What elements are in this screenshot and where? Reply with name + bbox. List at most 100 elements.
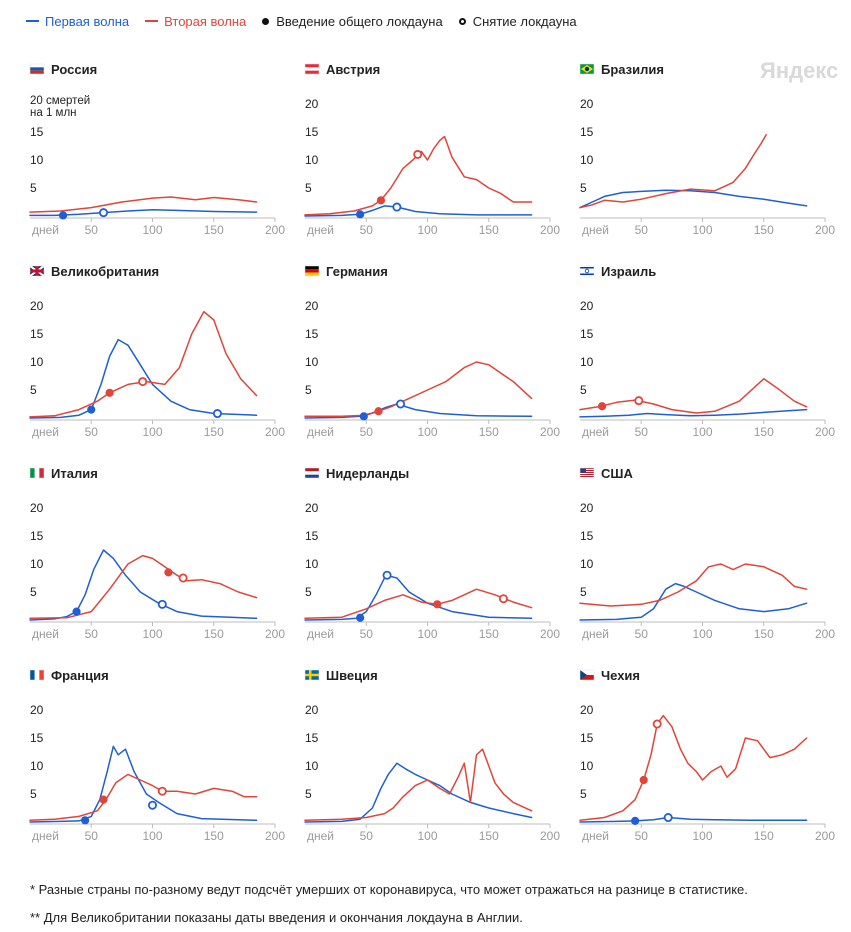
flag-stripe — [305, 468, 319, 472]
chart-panel-at: Австрия 5 10 15 20 дней 50 100 150 200 — [304, 62, 560, 237]
y-tick-label: 20 — [580, 703, 594, 717]
flag-stripe — [580, 273, 594, 275]
flag-stripe — [305, 269, 319, 273]
x-tick-label: 100 — [142, 223, 162, 237]
y-tick-label: 20 — [30, 501, 44, 515]
x-tick-label: дней — [307, 627, 334, 641]
x-tick-label: 100 — [417, 829, 437, 843]
x-tick-label: дней — [32, 223, 59, 237]
series-wave2-line — [579, 134, 767, 209]
x-tick-label: дней — [582, 627, 609, 641]
chart-title: Бразилия — [601, 62, 664, 77]
chart-panel-de: Германия 5 10 15 20 дней 50 100 150 200 — [304, 264, 560, 439]
lockdown-end-marker — [634, 396, 644, 406]
x-tick-label: 150 — [754, 829, 774, 843]
yandex-watermark-logo: Яндекс — [760, 58, 839, 83]
x-tick-label: 200 — [265, 627, 285, 641]
lockdown-end-marker — [382, 570, 392, 580]
flag-stripe — [305, 474, 319, 478]
legend-item-wave1[interactable]: Первая волна — [26, 14, 129, 29]
chart-panel-cz: Чехия 5 10 15 20 дней 50 100 150 200 — [579, 668, 835, 843]
lockdown-start-dot-icon — [262, 17, 270, 25]
lockdown-start-marker — [433, 600, 442, 609]
chart-panel-nl: Нидерланды 5 10 15 20 дней 50 100 150 200 — [304, 466, 560, 641]
y-tick-label: 10 — [30, 355, 44, 369]
series-wave1-line — [304, 574, 533, 621]
x-tick-label: 100 — [142, 425, 162, 439]
series-wave1-line — [29, 338, 258, 419]
x-tick-label: 150 — [204, 425, 224, 439]
flag-border — [29, 265, 45, 277]
y-tick-label: 5 — [30, 181, 37, 195]
x-tick-label: 50 — [85, 627, 99, 641]
y-tick-label: 10 — [305, 355, 319, 369]
chart-title: Россия — [51, 62, 97, 77]
lockdown-end-dot-icon — [458, 17, 466, 25]
legend-item-lockdown-end[interactable]: Снятие локдауна — [458, 14, 577, 29]
flag-stripe — [305, 70, 319, 74]
flag-border — [304, 467, 320, 479]
y-tick-label: 15 — [30, 529, 44, 543]
series-wave2-line — [304, 361, 533, 418]
x-tick-label: дней — [307, 223, 334, 237]
y-tick-label: 15 — [580, 529, 594, 543]
flag-stripe — [580, 266, 594, 276]
series-wave1-line — [304, 205, 533, 217]
flag-border — [29, 467, 45, 479]
lockdown-start-marker — [164, 568, 173, 577]
series-wave1-line — [29, 745, 258, 823]
flag-stripe — [580, 675, 594, 680]
x-tick-label: 150 — [204, 627, 224, 641]
flag-stripe — [305, 67, 319, 71]
flag-border — [29, 669, 45, 681]
x-tick-label: 100 — [417, 425, 437, 439]
chart-panel-ru: Россия 5 10 15 20 смертей на 1 млн дней 50 100 15… — [29, 62, 285, 237]
flag-de-icon — [304, 265, 320, 277]
flag-stripe — [580, 476, 594, 477]
x-tick-label: 100 — [142, 627, 162, 641]
x-tick-label: дней — [582, 829, 609, 843]
chart-title: США — [601, 466, 633, 481]
x-tick-label: 200 — [540, 829, 560, 843]
footnotes: * Разные страны по-разному ведут подсчёт… — [30, 876, 748, 932]
legend-item-lockdown-start[interactable]: Введение общего локдауна — [262, 13, 443, 29]
legend-lockdown-start-label: Введение общего локдауна — [276, 13, 443, 29]
series-wave1-line — [304, 762, 533, 823]
x-tick-label: 150 — [204, 829, 224, 843]
flag-stripe — [580, 468, 586, 473]
y-tick-label: 20 — [305, 97, 319, 111]
chart-panel-se: Швеция 5 10 15 20 дней 50 100 150 200 — [304, 668, 560, 843]
legend-item-wave2[interactable]: Вторая волна — [145, 14, 246, 29]
flag-globe — [584, 66, 590, 72]
flag-stripe — [580, 472, 594, 473]
chart-title: Франция — [51, 668, 109, 683]
lockdown-start-marker — [72, 607, 81, 616]
x-tick-label: 50 — [360, 627, 374, 641]
x-tick-label: 50 — [85, 829, 99, 843]
lockdown-start-marker — [631, 816, 640, 825]
chart-panel-gb: Великобритания 5 10 15 20 дней 50 100 150 200 — [29, 264, 285, 439]
y-unit-label: 20 смертей на 1 млн — [30, 95, 90, 119]
lockdown-end-marker — [178, 573, 188, 583]
x-tick-label: дней — [32, 829, 59, 843]
chart-title: Австрия — [326, 62, 380, 77]
x-tick-label: 200 — [265, 223, 285, 237]
y-tick-label: 20 — [305, 501, 319, 515]
x-tick-label: 150 — [754, 627, 774, 641]
y-tick-label: 10 — [305, 153, 319, 167]
series-wave1-line — [304, 403, 533, 419]
flag-stripe — [30, 670, 35, 680]
lockdown-start-marker — [376, 196, 386, 205]
x-tick-label: 50 — [85, 425, 99, 439]
y-tick-label: 5 — [30, 585, 37, 599]
x-tick-label: 100 — [692, 425, 712, 439]
y-tick-label: 15 — [580, 731, 594, 745]
x-tick-label: 150 — [754, 425, 774, 439]
x-tick-label: 50 — [85, 223, 99, 237]
lockdown-end-marker — [157, 599, 167, 609]
flag-stripe — [305, 673, 319, 677]
x-tick-label: 100 — [417, 627, 437, 641]
flag-stripe — [580, 474, 594, 475]
lockdown-end-marker — [392, 202, 402, 212]
